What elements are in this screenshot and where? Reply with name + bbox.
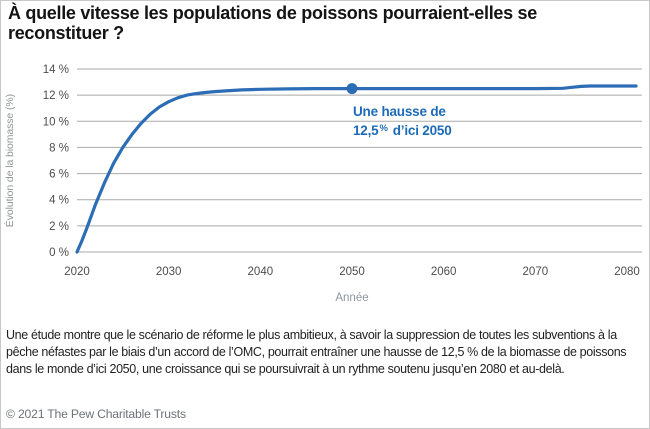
biomass-recovery-line <box>75 84 638 254</box>
biomass-line-chart: 0 % 2 % 4 % 6 % 8 % 10 % 12 % 14 % 2020 2030 2040 2… <box>43 64 642 278</box>
y-axis-title: Évolution de la biomasse (%) <box>3 93 16 228</box>
y-axis-tick-label: 6 % <box>49 169 69 181</box>
x-axis-tick-label: 2070 <box>523 266 549 278</box>
x-axis-tick-label: 2040 <box>248 266 274 278</box>
y-axis-tick-label: 12 % <box>43 90 69 102</box>
y-axis-tick-label: 10 % <box>43 116 69 128</box>
chart-annotation: Une hausse de 12,5% d’ici 2050 <box>353 103 452 139</box>
highlight-point-2050 <box>346 83 358 95</box>
y-axis-tick-label: 4 % <box>49 195 69 207</box>
y-axis-tick-label: 14 % <box>43 64 69 76</box>
annotation-value: 12,5 <box>353 123 379 138</box>
x-axis-tick-label: 2060 <box>431 266 457 278</box>
copyright-notice: © 2021 The Pew Charitable Trusts <box>6 407 186 421</box>
annotation-line2: 12,5% d’ici 2050 <box>353 120 452 139</box>
chart-caption: Une étude montre que le scénario de réfo… <box>6 328 627 376</box>
y-axis-tick-label: 0 % <box>49 247 69 259</box>
x-axis-tick-label: 2050 <box>339 266 365 278</box>
x-axis-tick-label: 2080 <box>614 266 640 278</box>
x-axis-title: Année <box>335 292 369 304</box>
y-axis-tick-label: 8 % <box>49 142 69 154</box>
y-axis-title-container: Évolution de la biomasse (%) <box>2 69 17 252</box>
y-axis-tick-label: 2 % <box>49 221 69 233</box>
page-title: À quelle vitesse les populations de pois… <box>8 3 537 43</box>
annotation-suffix: d’ici 2050 <box>392 123 452 138</box>
x-axis-tick-label: 2020 <box>64 266 90 278</box>
annotation-percent-sign: % <box>379 123 388 134</box>
x-axis-tick-label: 2030 <box>156 266 182 278</box>
annotation-line1: Une hausse de <box>353 104 446 119</box>
